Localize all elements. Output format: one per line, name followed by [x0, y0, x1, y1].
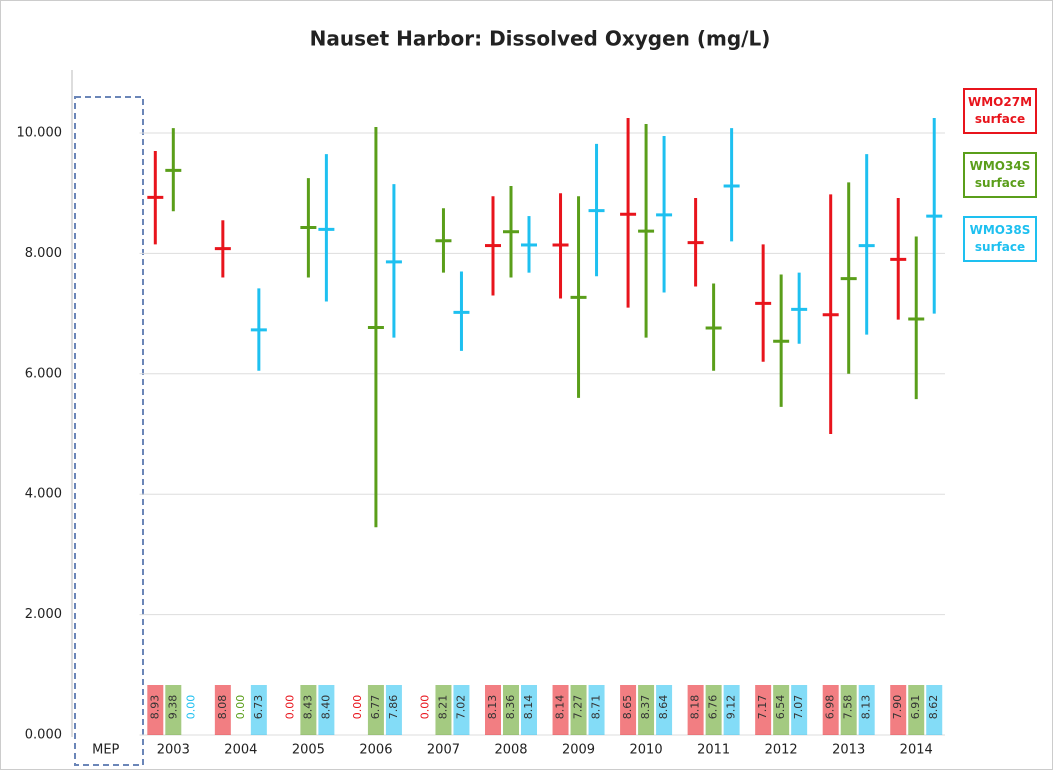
- legend-entry: WMO38S surface: [963, 216, 1037, 262]
- x-tick-label: 2004: [224, 743, 257, 758]
- value-label: 8.37: [639, 695, 652, 720]
- label-box: [385, 685, 402, 735]
- value-label: 8.36: [504, 695, 517, 720]
- mep-box: [74, 96, 144, 766]
- label-box: [840, 685, 857, 735]
- value-label: 7.90: [891, 695, 904, 720]
- value-label: 9.12: [725, 695, 738, 720]
- label-box: [723, 685, 740, 735]
- x-tick-label: 2012: [765, 743, 798, 758]
- value-label: 8.14: [554, 695, 567, 720]
- x-tick-label: 2014: [900, 743, 933, 758]
- value-label: 8.93: [148, 695, 161, 720]
- value-label: 8.08: [216, 695, 229, 720]
- value-label: 6.73: [252, 695, 265, 720]
- label-box: [822, 685, 839, 735]
- value-label: 7.58: [842, 695, 855, 720]
- label-box: [367, 685, 384, 735]
- x-tick-label: 2009: [562, 743, 595, 758]
- x-tick-label: 2010: [630, 743, 663, 758]
- value-label: 6.76: [707, 695, 720, 720]
- y-tick-label: 4.000: [25, 487, 62, 502]
- value-label: 9.38: [166, 695, 179, 720]
- value-label: 0.00: [234, 695, 247, 720]
- label-box: [858, 685, 875, 735]
- label-box: [485, 685, 501, 735]
- x-tick-label: 2011: [697, 743, 730, 758]
- label-box: [570, 685, 587, 735]
- label-box: [521, 685, 537, 735]
- label-box: [147, 685, 164, 735]
- value-label: 0.00: [184, 695, 197, 720]
- value-label: 7.86: [387, 695, 400, 720]
- value-label: 8.43: [301, 695, 314, 720]
- label-box: [165, 685, 182, 735]
- value-label: 8.71: [590, 695, 603, 720]
- value-label: 7.02: [454, 695, 467, 720]
- x-tick-label: 2007: [427, 743, 460, 758]
- value-label: 8.13: [860, 695, 873, 720]
- y-tick-label: 10.000: [17, 126, 63, 141]
- chart-title: Nauset Harbor: Dissolved Oxygen (mg/L): [310, 27, 771, 51]
- label-box: [453, 685, 470, 735]
- x-tick-label: 2005: [292, 743, 325, 758]
- value-label: 7.07: [792, 695, 805, 720]
- legend-entry: WMO34S surface: [963, 152, 1037, 198]
- x-tick-label: 2006: [359, 743, 392, 758]
- value-label: 6.77: [369, 695, 382, 720]
- value-label: 8.64: [657, 695, 670, 720]
- label-box: [656, 685, 673, 735]
- label-box: [318, 685, 335, 735]
- value-label: 0.00: [283, 695, 296, 720]
- value-label: 8.18: [689, 695, 702, 720]
- label-box: [908, 685, 925, 735]
- legend-entry: WMO27M surface: [963, 88, 1037, 134]
- label-box: [755, 685, 772, 735]
- x-tick-label: 2008: [494, 743, 527, 758]
- value-label: 0.00: [418, 695, 431, 720]
- label-box: [638, 685, 655, 735]
- label-box: [890, 685, 907, 735]
- value-label: 6.54: [774, 695, 787, 720]
- label-box: [687, 685, 704, 735]
- value-label: 7.27: [572, 695, 585, 720]
- label-box: [773, 685, 790, 735]
- y-tick-label: 6.000: [25, 366, 62, 381]
- value-label: 8.62: [927, 695, 940, 720]
- label-box: [435, 685, 452, 735]
- value-label: 7.17: [756, 695, 769, 720]
- value-label: 8.14: [522, 695, 535, 720]
- value-label: 8.40: [319, 695, 332, 720]
- label-box: [588, 685, 605, 735]
- x-tick-label: MEP: [92, 743, 119, 758]
- label-box: [503, 685, 519, 735]
- value-label: 6.98: [824, 695, 837, 720]
- value-label: 8.21: [436, 695, 449, 720]
- label-box: [791, 685, 808, 735]
- y-tick-label: 0.000: [25, 728, 62, 743]
- label-box: [926, 685, 943, 735]
- value-label: 0.00: [351, 695, 364, 720]
- label-box: [300, 685, 317, 735]
- value-label: 6.91: [909, 695, 922, 720]
- value-label: 8.13: [486, 695, 499, 720]
- y-tick-label: 8.000: [25, 246, 62, 261]
- value-label: 8.65: [621, 695, 634, 720]
- label-box: [705, 685, 722, 735]
- x-tick-label: 2003: [157, 743, 190, 758]
- label-box: [620, 685, 637, 735]
- label-box: [552, 685, 569, 735]
- x-tick-label: 2013: [832, 743, 865, 758]
- y-tick-label: 2.000: [25, 607, 62, 622]
- label-box: [214, 685, 231, 735]
- label-box: [250, 685, 267, 735]
